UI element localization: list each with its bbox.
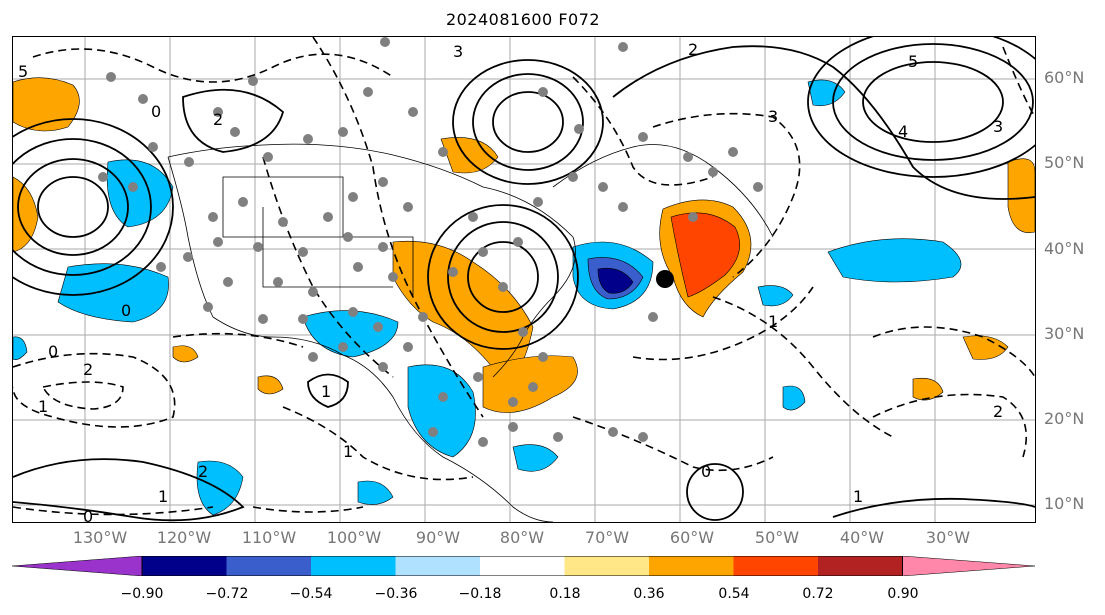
- lon-label-90w: 90°W: [415, 528, 461, 547]
- contour-labels: 5 3 2 3 0 5 4 3 2 1 0 1 2 2 1 1 1 2 0 1 …: [18, 40, 1003, 522]
- lon-label-100w: 100°W: [326, 528, 382, 547]
- colorbar-swatch: [226, 556, 311, 576]
- contours-solid: [13, 37, 1035, 522]
- contour-label: 5: [908, 52, 918, 71]
- contour-label: 2: [688, 40, 698, 59]
- colorbar-swatch: [649, 556, 734, 576]
- lon-label-110w: 110°W: [241, 528, 297, 547]
- lat-label-10n: 10°N: [1044, 494, 1085, 513]
- colorbar-tick: −0.72: [205, 586, 249, 602]
- contour-label: 2: [213, 110, 223, 129]
- lat-label-30n: 30°N: [1044, 324, 1085, 343]
- colorbar-tick: 0.18: [549, 586, 581, 602]
- shaded-anomalies: [13, 77, 1035, 516]
- colorbar-swatch: [12, 556, 143, 576]
- contour-label: 1: [343, 442, 353, 461]
- colorbar-swatch: [395, 556, 480, 576]
- station-dots: [98, 37, 763, 447]
- contour-label: 2: [993, 402, 1003, 421]
- contour-label: 5: [18, 62, 28, 81]
- contour-label: 4: [898, 122, 908, 141]
- contour-label: 0: [121, 301, 131, 320]
- lat-label-40n: 40°N: [1044, 239, 1085, 258]
- colorbar-swatch: [564, 556, 649, 576]
- contours-dashed: [13, 37, 1035, 516]
- contour-label: 2: [198, 462, 208, 481]
- colorbar-swatch: [142, 556, 227, 576]
- lon-label-70w: 70°W: [584, 528, 630, 547]
- lon-label-60w: 60°W: [669, 528, 715, 547]
- lon-label-120w: 120°W: [156, 528, 212, 547]
- contour-label: 0: [151, 102, 161, 121]
- lat-label-50n: 50°N: [1044, 153, 1085, 172]
- contour-label: 3: [453, 42, 463, 61]
- colorbar-swatch: [311, 556, 396, 576]
- contour-label: 1: [38, 397, 48, 416]
- colorbar-swatch: [902, 556, 1035, 576]
- contour-label: 0: [83, 507, 93, 522]
- lon-label-30w: 30°W: [925, 528, 971, 547]
- contour-label: 2: [83, 360, 93, 379]
- colorbar-tick: −0.90: [120, 586, 164, 602]
- lat-label-60n: 60°N: [1044, 68, 1085, 87]
- map-canvas: 5 3 2 3 0 5 4 3 2 1 0 1 2 2 1 1 1 2 0 1 …: [13, 37, 1035, 522]
- colorbar: [12, 556, 1035, 576]
- storm-center-marker: [656, 270, 674, 288]
- contour-label: 0: [48, 342, 58, 361]
- colorbar-tick: 0.36: [633, 586, 665, 602]
- contour-label: 3: [768, 107, 778, 126]
- contour-label: 0: [701, 462, 711, 481]
- lat-label-20n: 20°N: [1044, 409, 1085, 428]
- map-panel: 5 3 2 3 0 5 4 3 2 1 0 1 2 2 1 1 1 2 0 1 …: [12, 36, 1036, 523]
- colorbar-tick: −0.54: [289, 586, 333, 602]
- colorbar-tick: 0.72: [802, 586, 834, 602]
- lon-label-40w: 40°W: [839, 528, 885, 547]
- contour-label: 1: [321, 382, 331, 401]
- lon-label-80w: 80°W: [499, 528, 545, 547]
- colorbar-tick: −0.36: [374, 586, 418, 602]
- colorbar-tick: −0.18: [458, 586, 502, 602]
- colorbar-tick: 0.54: [718, 586, 750, 602]
- colorbar-swatch: [733, 556, 818, 576]
- contour-label: 1: [158, 487, 168, 506]
- contour-label: 3: [993, 117, 1003, 136]
- lon-label-50w: 50°W: [754, 528, 800, 547]
- contour-label: 1: [768, 312, 778, 331]
- colorbar-tick: 0.90: [887, 586, 919, 602]
- map-title: 2024081600 F072: [445, 10, 601, 29]
- colorbar-swatch: [480, 556, 565, 576]
- lon-label-130w: 130°W: [72, 528, 128, 547]
- colorbar-swatch: [818, 556, 903, 576]
- contour-label: 1: [853, 487, 863, 506]
